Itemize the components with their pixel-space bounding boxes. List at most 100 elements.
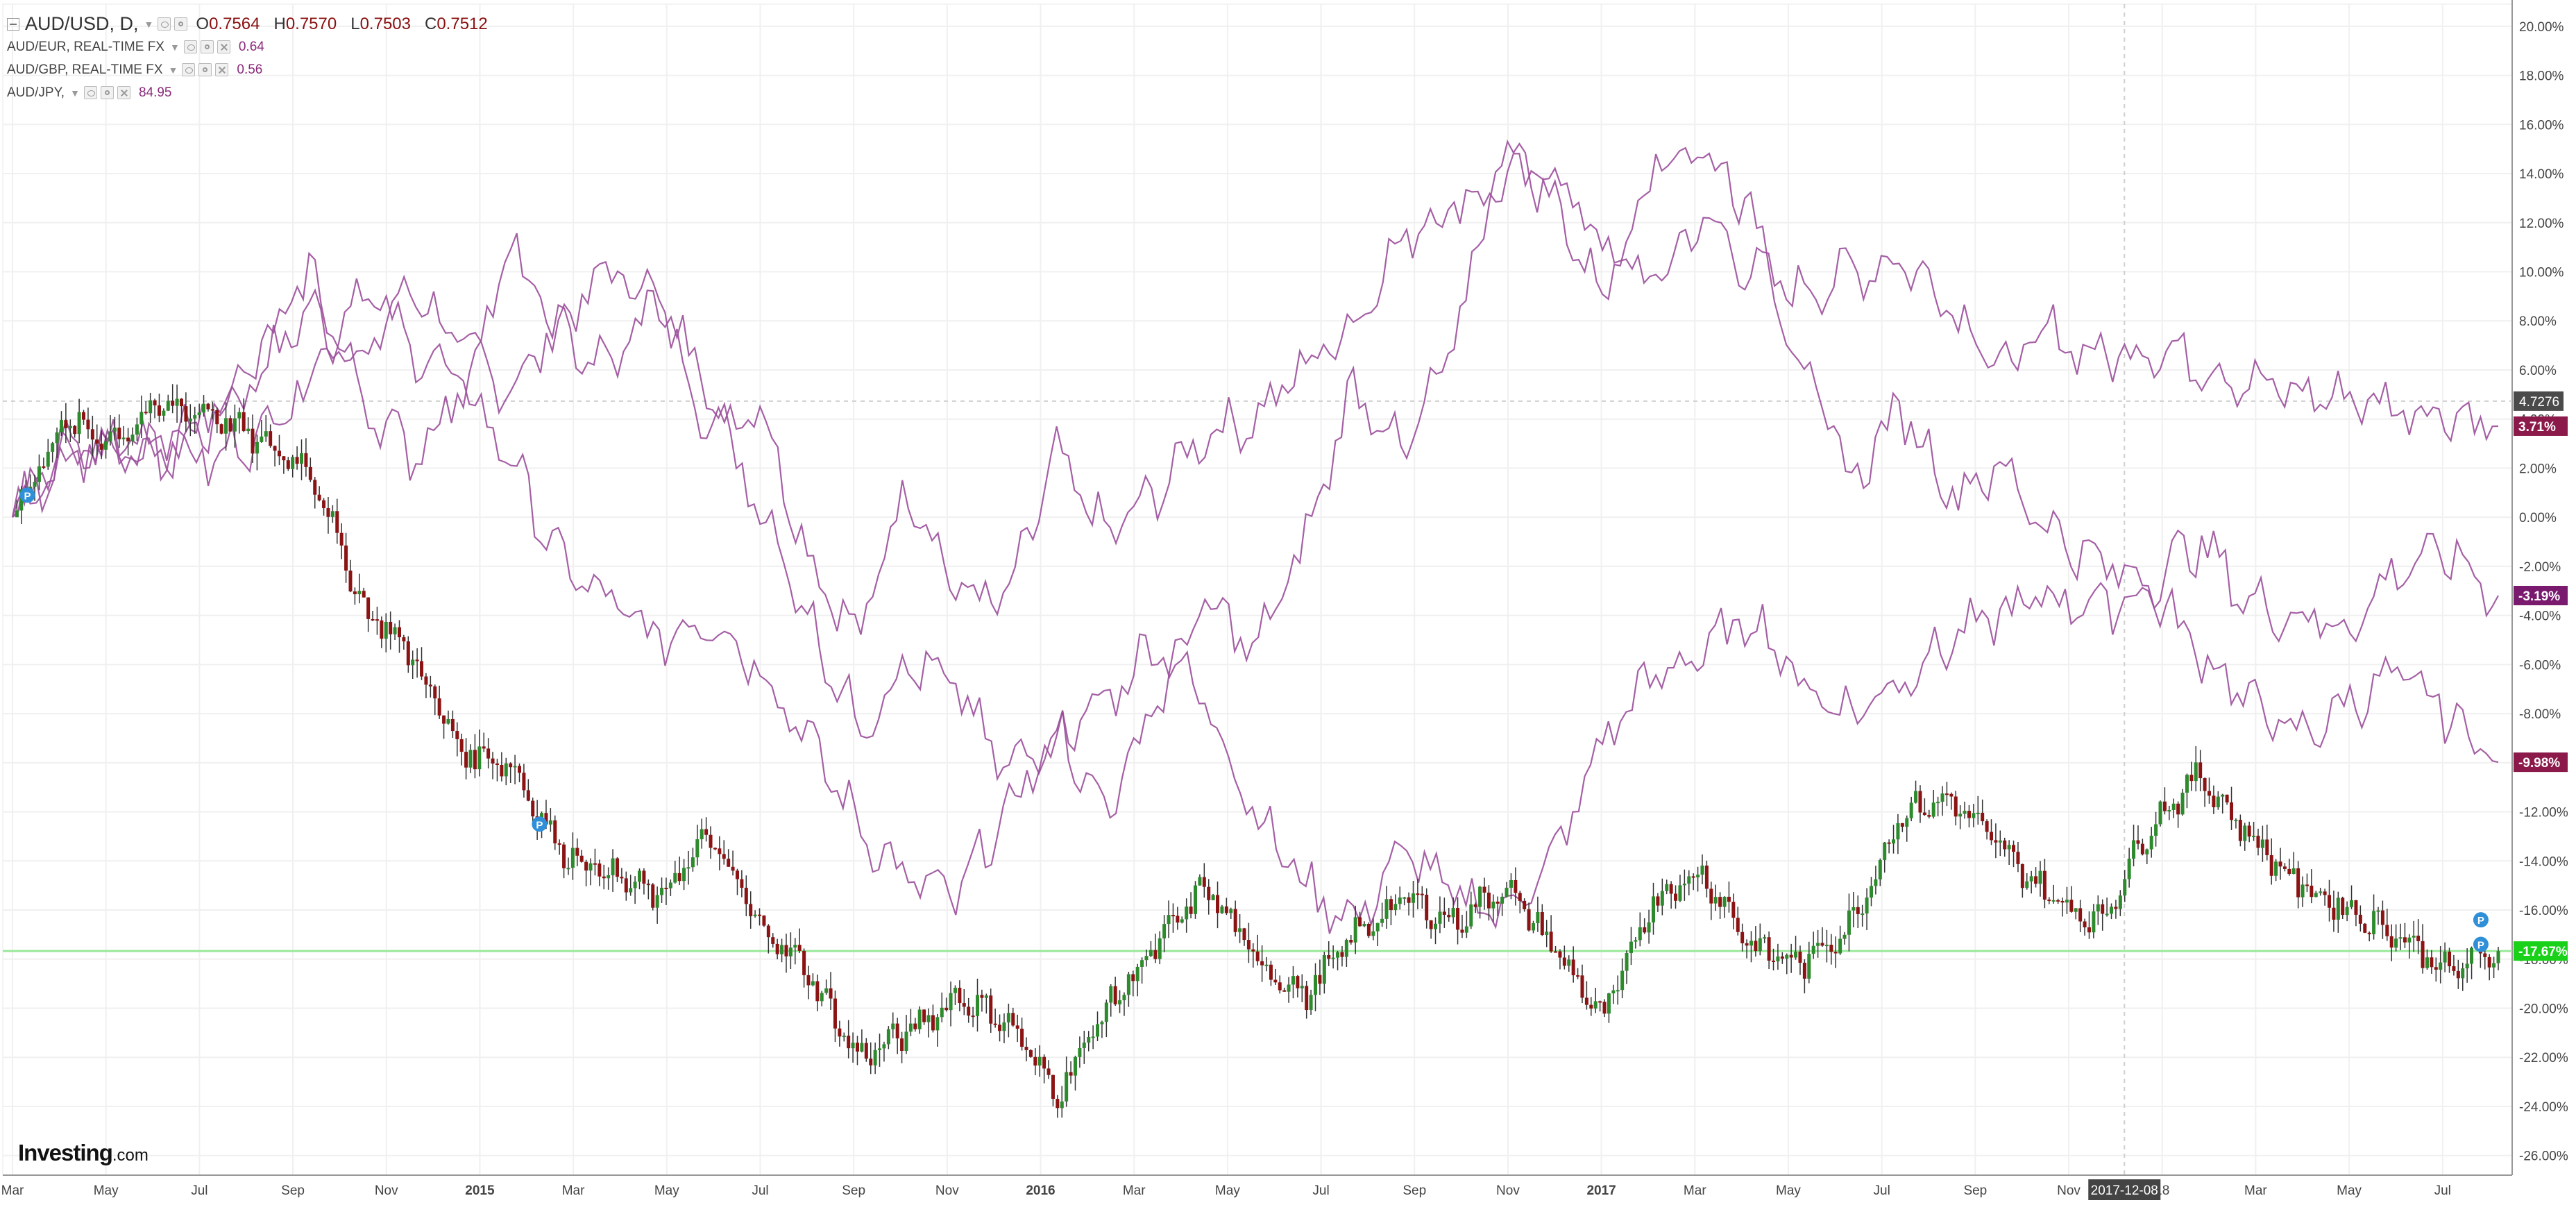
candle-body: [833, 998, 837, 1029]
candle-body: [130, 435, 135, 441]
candle-body: [2189, 775, 2194, 782]
candle-body: [1296, 976, 1300, 988]
candle-body: [1233, 909, 1237, 932]
candle-body: [2354, 900, 2358, 915]
candle-body: [2127, 859, 2131, 879]
eye-icon[interactable]: [83, 86, 97, 99]
candle-body: [1861, 913, 1865, 916]
candle-body: [2221, 794, 2225, 797]
candle-body: [758, 914, 762, 916]
candle-body: [1527, 909, 1531, 931]
candle-body: [424, 676, 428, 685]
candle-body: [1447, 914, 1451, 918]
gear-icon[interactable]: [200, 40, 214, 53]
candle-body: [2448, 952, 2452, 967]
close-icon[interactable]: [217, 40, 230, 53]
candle-body: [1905, 818, 1909, 827]
y-tick-label: -12.00%: [2519, 806, 2568, 820]
last-value-label: 3.71%: [2518, 420, 2556, 435]
candle-body: [1260, 961, 1264, 966]
eye-icon[interactable]: [183, 40, 197, 53]
collapse-icon[interactable]: [7, 17, 19, 31]
candle-body: [615, 858, 619, 877]
candle-body: [42, 466, 46, 468]
candle-body: [1554, 951, 1558, 953]
close-icon[interactable]: [117, 86, 130, 99]
candle-body: [797, 945, 802, 951]
legend-row-compare-3[interactable]: AUD/JPY, ▼ 84.95: [7, 81, 502, 104]
chevron-down-icon[interactable]: ▼: [144, 18, 154, 30]
candle-body: [611, 858, 615, 875]
eye-icon[interactable]: [182, 63, 196, 76]
candle-body: [2380, 910, 2384, 925]
candle-body: [1963, 811, 1967, 814]
candle-body: [1442, 911, 1446, 915]
legend-row-main[interactable]: AUD/USD, D, ▼ O0.7564 H0.7570 L0.7503 C0…: [7, 12, 502, 35]
eye-icon[interactable]: [158, 17, 171, 31]
chevron-down-icon[interactable]: ▼: [168, 64, 178, 76]
gear-icon[interactable]: [100, 86, 114, 99]
candle-body: [1669, 884, 1673, 894]
chevron-down-icon[interactable]: ▼: [169, 41, 180, 53]
candle-body: [19, 489, 24, 511]
legend-row-compare-2[interactable]: AUD/GBP, REAL-TIME FX ▼ 0.56: [7, 58, 502, 81]
candle-body: [322, 500, 326, 509]
candle-body: [1523, 900, 1527, 909]
candle-body: [1878, 859, 1882, 879]
candle-body: [420, 661, 424, 677]
candle-body: [1754, 941, 1758, 952]
candle-body: [1922, 812, 1926, 816]
candle-body: [117, 428, 121, 439]
candle-body: [86, 419, 90, 430]
candle-body: [1425, 894, 1429, 920]
candle-body: [1362, 923, 1366, 927]
gear-icon[interactable]: [198, 63, 212, 76]
candle-body: [940, 1007, 944, 1018]
close-icon[interactable]: [215, 63, 229, 76]
candle-body: [1269, 964, 1273, 980]
candle-body: [450, 718, 455, 732]
candle-body: [2243, 825, 2247, 841]
candle-body: [971, 1016, 975, 1018]
candle-body: [90, 429, 94, 440]
candle-body: [1958, 814, 1963, 817]
candle-body: [1167, 915, 1171, 925]
candle-body: [1990, 832, 1994, 841]
candle-body: [2269, 855, 2273, 876]
investing-logo: Investing.com: [18, 1140, 149, 1166]
event-marker-letter: P: [2477, 915, 2484, 927]
candle-body: [1736, 918, 1740, 932]
candle-body: [2367, 932, 2371, 934]
candle-body: [1096, 1024, 1100, 1037]
candle-body: [2132, 840, 2136, 859]
candle-body: [1482, 886, 1486, 893]
candle-body: [1216, 895, 1220, 913]
candle-body: [1887, 842, 1891, 844]
candle-body: [851, 1043, 855, 1049]
candle-body: [2096, 904, 2100, 912]
candle-body: [824, 988, 829, 993]
x-tick-label: Sep: [842, 1183, 865, 1198]
legend-row-compare-1[interactable]: AUD/EUR, REAL-TIME FX ▼ 0.64: [7, 35, 502, 58]
candle-body: [242, 412, 246, 432]
candle-body: [788, 947, 793, 957]
candle-body: [1171, 915, 1175, 917]
candle-body: [1340, 952, 1344, 957]
gear-icon[interactable]: [174, 17, 188, 31]
chevron-down-icon[interactable]: ▼: [70, 87, 80, 99]
candle-body: [686, 867, 690, 869]
candle-body: [673, 873, 677, 883]
candle-body: [980, 995, 984, 998]
candle-body: [562, 844, 566, 868]
y-tick-label: 14.00%: [2519, 167, 2564, 182]
candle-body: [68, 425, 72, 428]
candle-body: [215, 410, 219, 425]
candle-body: [1282, 990, 1287, 992]
candle-body: [1718, 897, 1722, 907]
x-tick-label: Sep: [281, 1183, 305, 1198]
candle-body: [588, 863, 593, 871]
candle-body: [1051, 1075, 1055, 1099]
candle-body: [2185, 775, 2189, 793]
